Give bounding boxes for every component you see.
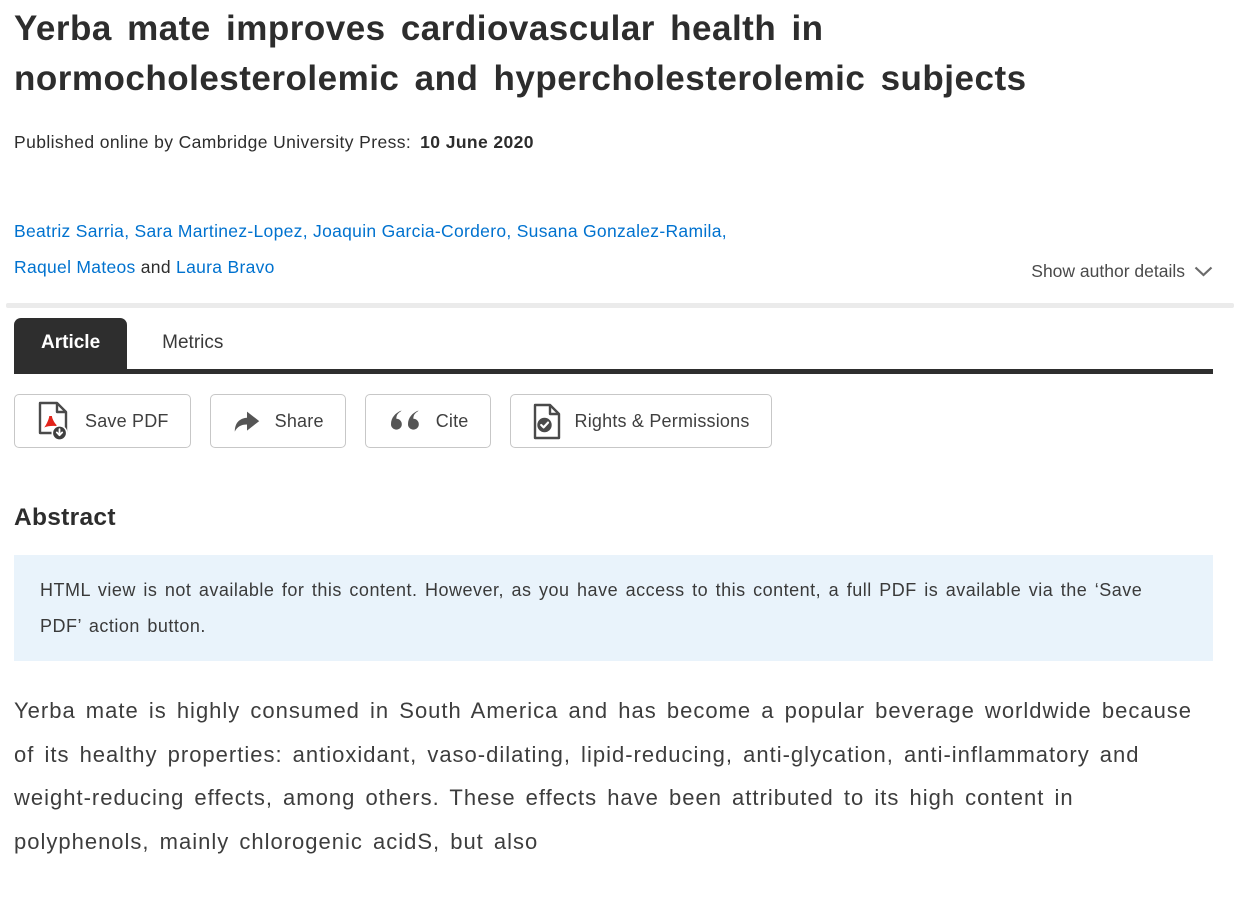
show-author-details-label: Show author details <box>1031 261 1185 281</box>
chevron-down-icon <box>1194 261 1213 282</box>
pdf-download-icon <box>36 401 72 441</box>
abstract-heading: Abstract <box>14 504 116 531</box>
rights-permissions-label: Rights & Permissions <box>574 410 750 431</box>
published-label: Published online by Cambridge University… <box>14 132 412 152</box>
author-link[interactable]: Raquel Mateos <box>14 257 136 277</box>
author-link[interactable]: Laura Bravo <box>176 257 275 277</box>
save-pdf-button[interactable]: Save PDF <box>14 394 191 448</box>
author-separator: , <box>124 221 135 241</box>
share-button[interactable]: Share <box>209 394 346 448</box>
share-label: Share <box>274 410 324 431</box>
rights-permissions-button[interactable]: Rights & Permissions <box>509 394 772 448</box>
cite-label: Cite <box>435 410 469 431</box>
show-author-details-toggle[interactable]: Show author details <box>1031 261 1213 285</box>
tab-bar: Article Metrics <box>14 318 1213 369</box>
section-divider <box>6 303 1234 308</box>
author-separator: , <box>302 221 314 241</box>
author-link[interactable]: Susana Gonzalez-Ramila <box>516 221 722 241</box>
tab-metrics[interactable]: Metrics <box>162 332 224 353</box>
action-button-row: Save PDF Share Cite <box>14 394 1213 448</box>
abstract-text: Yerba mate is highly consumed in South A… <box>14 698 1193 854</box>
article-page: Yerba mate improves cardiovascular healt… <box>6 9 1234 854</box>
share-arrow-icon <box>232 409 262 434</box>
author-link[interactable]: Joaquin Garcia-Cordero <box>313 221 507 241</box>
tab-article[interactable]: Article <box>14 318 128 369</box>
author-separator: , <box>506 221 517 241</box>
author-list: Beatriz Sarria, Sara Martinez-Lopez, Joa… <box>14 213 727 285</box>
author-link[interactable]: Sara Martinez-Lopez <box>134 221 303 241</box>
double-quote-icon <box>387 409 423 434</box>
document-check-icon <box>532 403 562 440</box>
cite-button[interactable]: Cite <box>364 394 491 448</box>
tab-underline <box>14 369 1213 374</box>
authors-section: Beatriz Sarria, Sara Martinez-Lopez, Joa… <box>14 213 1213 285</box>
author-separator: and <box>135 257 177 277</box>
published-line: Published online by Cambridge University… <box>14 132 1213 153</box>
published-date: 10 June 2020 <box>420 132 534 152</box>
author-line-2: Raquel Mateos and Laura Bravo <box>14 249 727 285</box>
author-separator: , <box>721 221 727 241</box>
author-link[interactable]: Beatriz Sarria <box>14 221 125 241</box>
html-unavailable-notice: HTML view is not available for this cont… <box>14 555 1213 661</box>
author-line-1: Beatriz Sarria, Sara Martinez-Lopez, Joa… <box>14 213 727 249</box>
page-title: Yerba mate improves cardiovascular healt… <box>14 9 1027 98</box>
save-pdf-label: Save PDF <box>85 410 169 431</box>
